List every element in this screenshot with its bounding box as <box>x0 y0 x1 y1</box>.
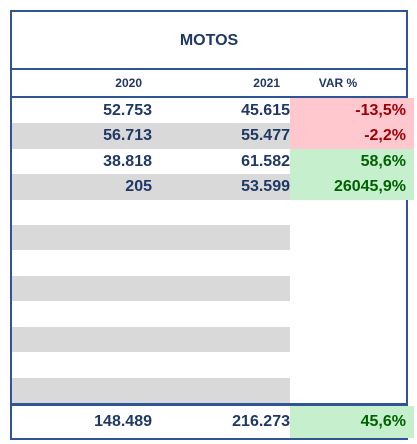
value-cell: 55.477 <box>152 123 298 149</box>
value-cell: 53.599 <box>152 174 298 200</box>
row-shade <box>12 326 290 353</box>
column-header: 2021 <box>253 76 280 90</box>
value-cell: 205 <box>12 174 160 200</box>
column-header: 2020 <box>115 76 142 90</box>
table: MOTOS 2020 2021 VAR % 52.753 45.615 -13,5% 56.… <box>10 10 414 440</box>
value-cell: 45.615 <box>241 102 290 119</box>
value-cell: 52.753 <box>103 102 152 119</box>
value-cell: 56.713 <box>12 123 160 149</box>
var-cell: -13,5% <box>290 98 414 124</box>
total-cell: 148.489 <box>94 413 152 430</box>
var-cell: 58,6% <box>290 148 414 175</box>
var-cell: -2,2% <box>290 123 414 149</box>
var-cell: 26045,9% <box>290 174 414 200</box>
total-cell: 45,6% <box>290 406 414 438</box>
title: MOTOS <box>179 32 239 49</box>
total-cell: 216.273 <box>232 413 290 430</box>
row-shade <box>12 225 290 251</box>
row-shade <box>12 377 290 403</box>
total-rule <box>12 403 406 406</box>
title-box: MOTOS <box>12 12 406 70</box>
row-shade <box>12 275 290 302</box>
value-cell: 38.818 <box>103 152 152 170</box>
column-header: VAR % <box>318 76 358 90</box>
value-cell: 61.582 <box>241 152 290 170</box>
header-rule <box>12 96 406 98</box>
